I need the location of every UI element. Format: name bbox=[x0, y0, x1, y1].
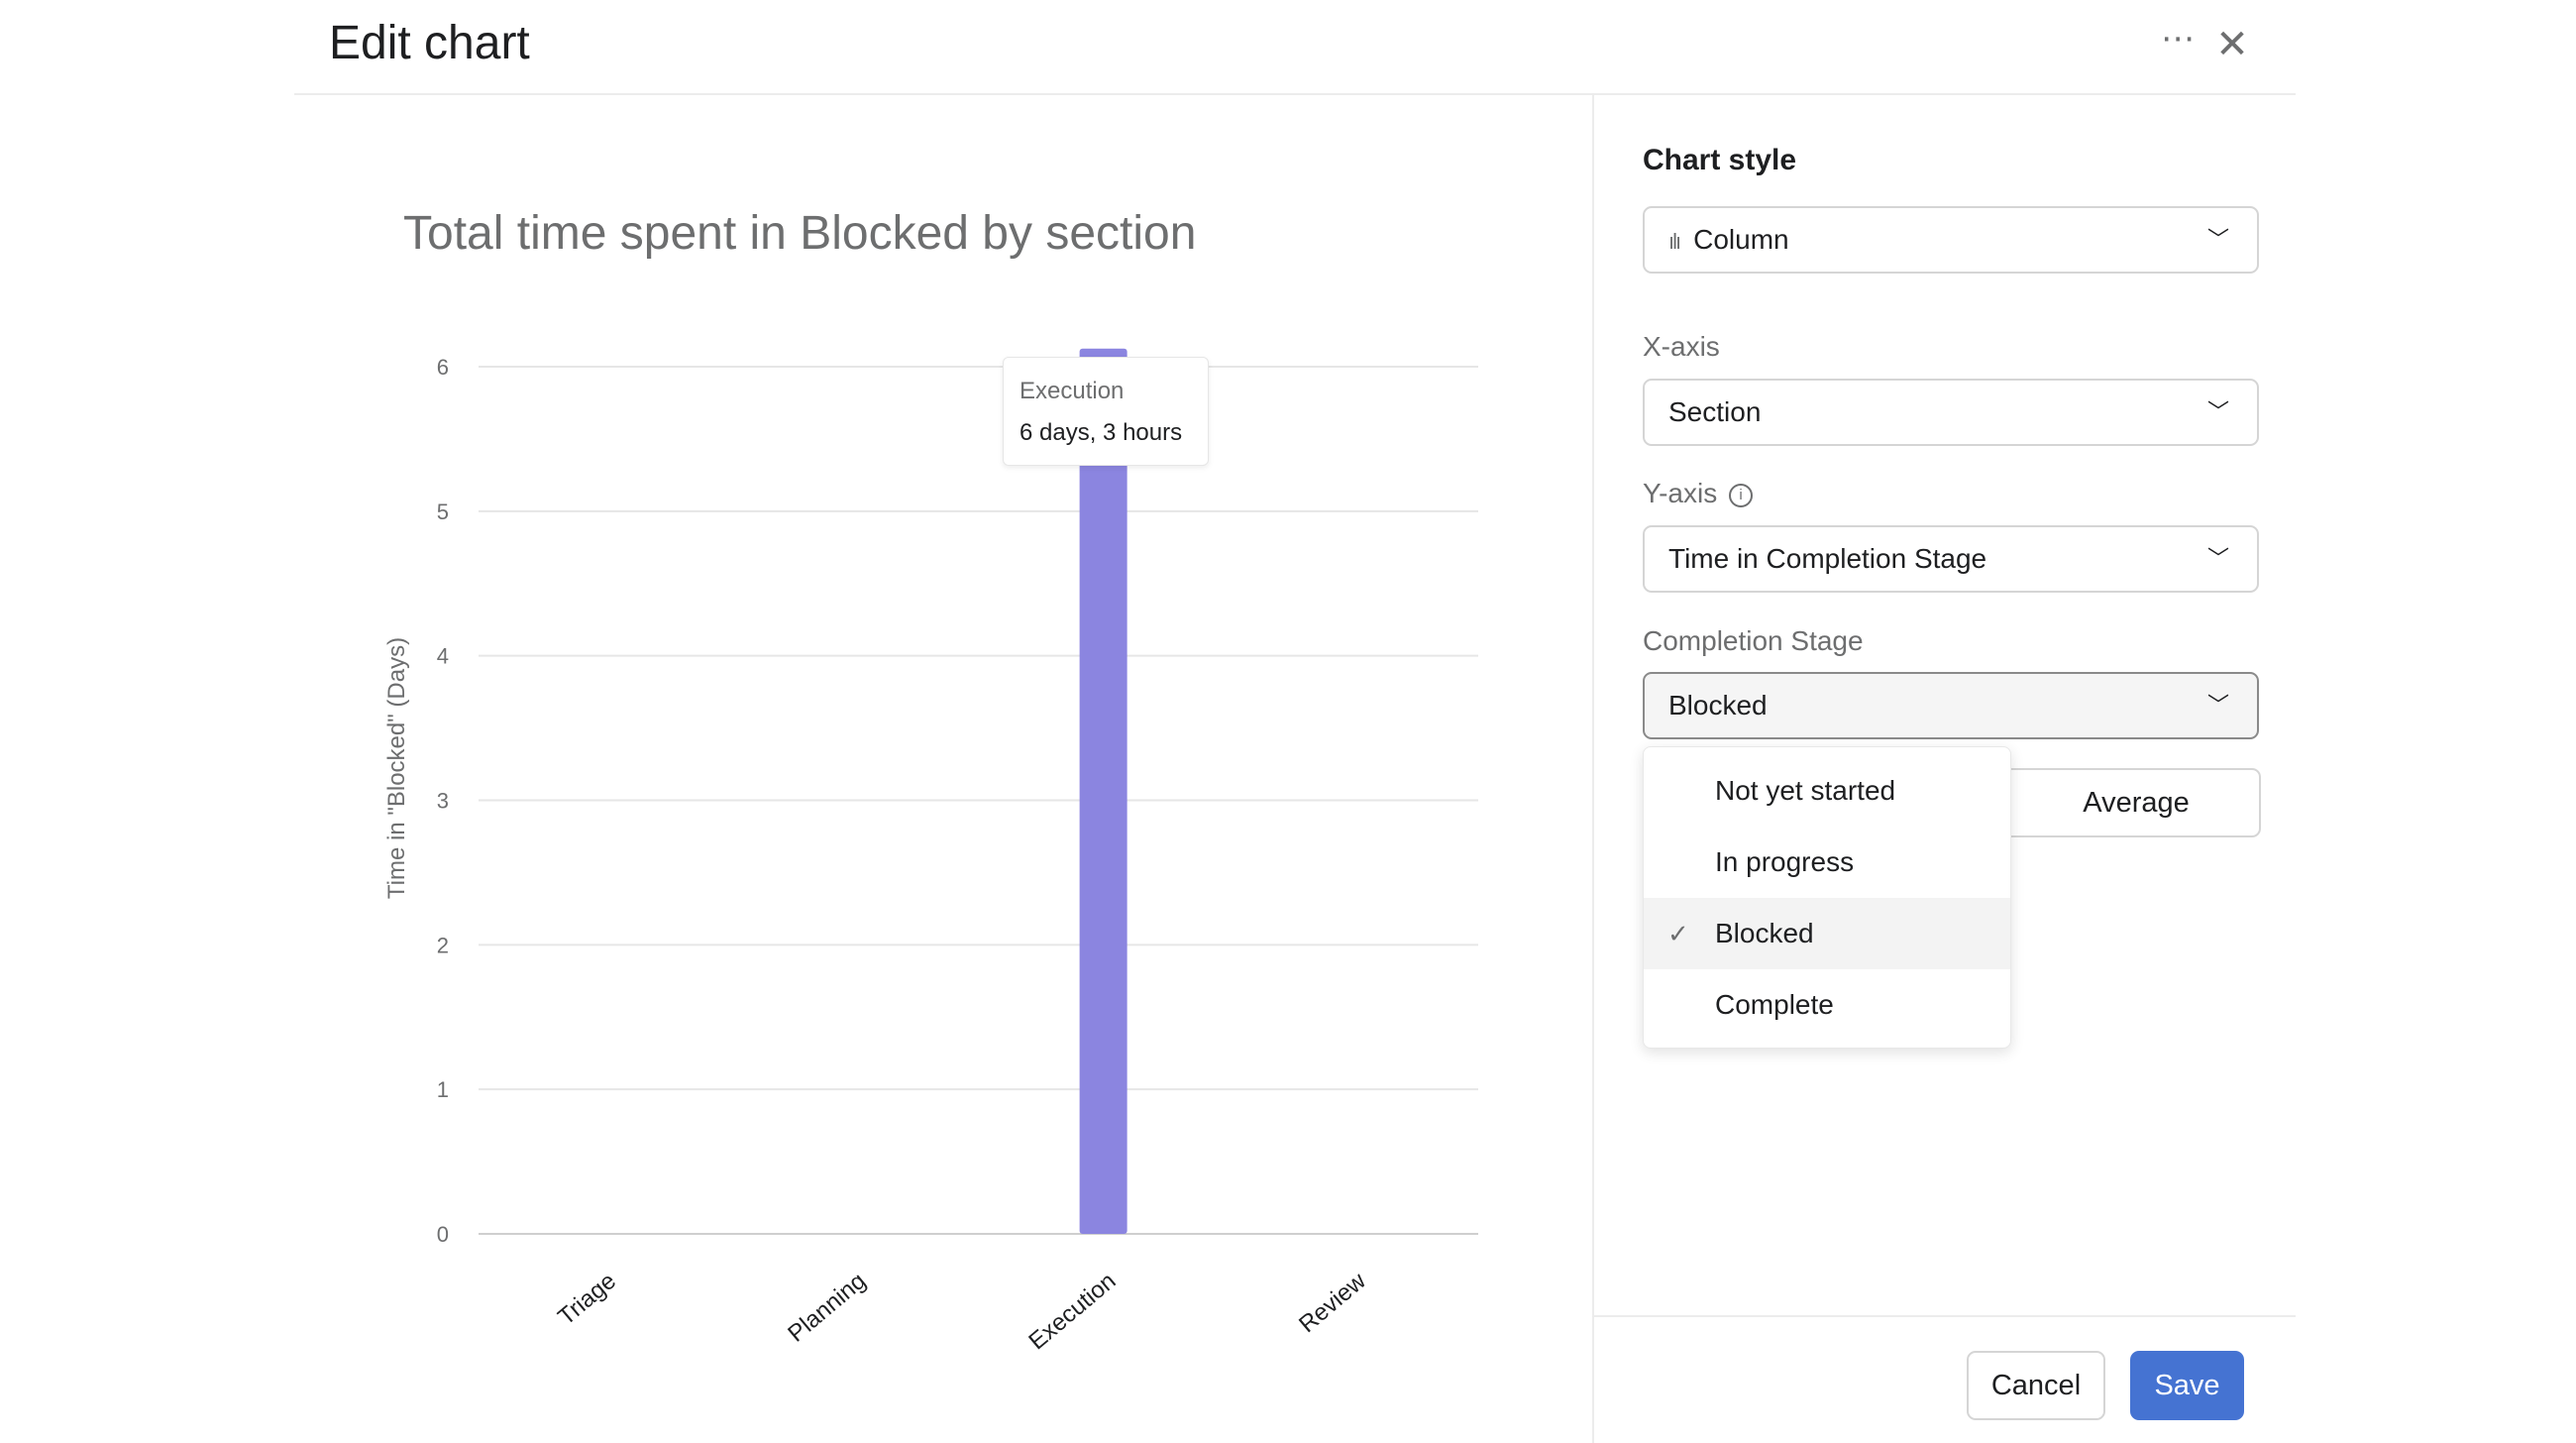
dialog-title: Edit chart bbox=[329, 17, 530, 69]
completion-stage-menu: Not yet started In progress ✓ Blocked Com… bbox=[1643, 746, 2011, 1049]
menu-item-label: Blocked bbox=[1715, 918, 1814, 948]
yaxis-label-wrap: Y-axis i bbox=[1643, 478, 1754, 509]
tooltip-category: Execution bbox=[1020, 378, 1125, 404]
chart-title: Total time spent in Blocked by section bbox=[403, 207, 1197, 260]
chart-style-dropdown[interactable]: ılı Column ﹀ bbox=[1643, 206, 2259, 274]
chevron-down-icon: ﹀ bbox=[2206, 227, 2229, 252]
menu-item-in-progress[interactable]: In progress bbox=[1644, 827, 2010, 898]
y-tick-label: 1 bbox=[437, 1077, 449, 1102]
close-icon[interactable]: ✕ bbox=[2215, 23, 2249, 66]
menu-item-complete[interactable]: Complete bbox=[1644, 969, 2010, 1041]
save-button[interactable]: Save bbox=[2130, 1351, 2244, 1420]
y-axis-title: Time in "Blocked" (Days) bbox=[383, 637, 410, 899]
x-tick-label: Execution bbox=[1023, 1268, 1121, 1355]
chart-style-value: Column bbox=[1693, 224, 1789, 255]
chevron-down-icon: ﹀ bbox=[2206, 546, 2229, 571]
more-horizontal-icon[interactable]: ⋯ bbox=[2161, 20, 2195, 57]
cancel-button[interactable]: Cancel bbox=[1967, 1351, 2105, 1420]
check-icon: ✓ bbox=[1667, 919, 1689, 948]
tooltip-value: 6 days, 3 hours bbox=[1020, 419, 1183, 446]
xaxis-label: X-axis bbox=[1643, 331, 1720, 362]
footer-divider bbox=[1594, 1315, 2296, 1317]
menu-item-label: Not yet started bbox=[1715, 775, 1896, 806]
y-tick-label: 3 bbox=[437, 789, 449, 814]
chart-style-label: Chart style bbox=[1643, 144, 1797, 176]
chevron-down-icon: ﹀ bbox=[2206, 399, 2229, 424]
column-chart-icon: ılı bbox=[1668, 229, 1681, 254]
yaxis-dropdown[interactable]: Time in Completion Stage ﹀ bbox=[1643, 525, 2259, 593]
info-icon[interactable]: i bbox=[1729, 483, 1754, 507]
y-tick-label: 6 bbox=[437, 355, 449, 380]
completion-stage-label: Completion Stage bbox=[1643, 625, 1864, 656]
chart-tooltip: Execution 6 days, 3 hours bbox=[1003, 357, 1209, 466]
x-tick-label: Triage bbox=[553, 1268, 621, 1331]
bar-execution bbox=[1079, 348, 1127, 1234]
chevron-down-icon: ﹀ bbox=[2206, 693, 2229, 718]
yaxis-value: Time in Completion Stage bbox=[1668, 543, 1987, 574]
panel-divider bbox=[1592, 95, 1594, 1443]
completion-stage-value: Blocked bbox=[1668, 690, 1768, 721]
xaxis-dropdown[interactable]: Section ﹀ bbox=[1643, 379, 2259, 446]
y-tick-label: 5 bbox=[437, 500, 449, 524]
menu-item-not-yet-started[interactable]: Not yet started bbox=[1644, 755, 2010, 827]
menu-item-label: Complete bbox=[1715, 989, 1834, 1020]
yaxis-label: Y-axis bbox=[1643, 478, 1718, 508]
xaxis-value: Section bbox=[1668, 396, 1762, 427]
menu-item-blocked[interactable]: ✓ Blocked bbox=[1644, 898, 2010, 969]
header-divider bbox=[294, 93, 2296, 95]
completion-stage-dropdown[interactable]: Blocked ﹀ bbox=[1643, 672, 2259, 739]
y-tick-label: 0 bbox=[437, 1222, 449, 1247]
x-tick-label: Review bbox=[1294, 1267, 1371, 1338]
aggregation-button[interactable]: Average bbox=[2001, 768, 2261, 837]
menu-item-label: In progress bbox=[1715, 846, 1855, 877]
y-tick-label: 2 bbox=[437, 933, 449, 957]
y-tick-label: 4 bbox=[437, 644, 449, 669]
x-tick-label: Planning bbox=[783, 1268, 871, 1348]
column-chart: 0 1 2 3 4 5 6 Triage Planning Execution Review Time… bbox=[383, 348, 1478, 1355]
